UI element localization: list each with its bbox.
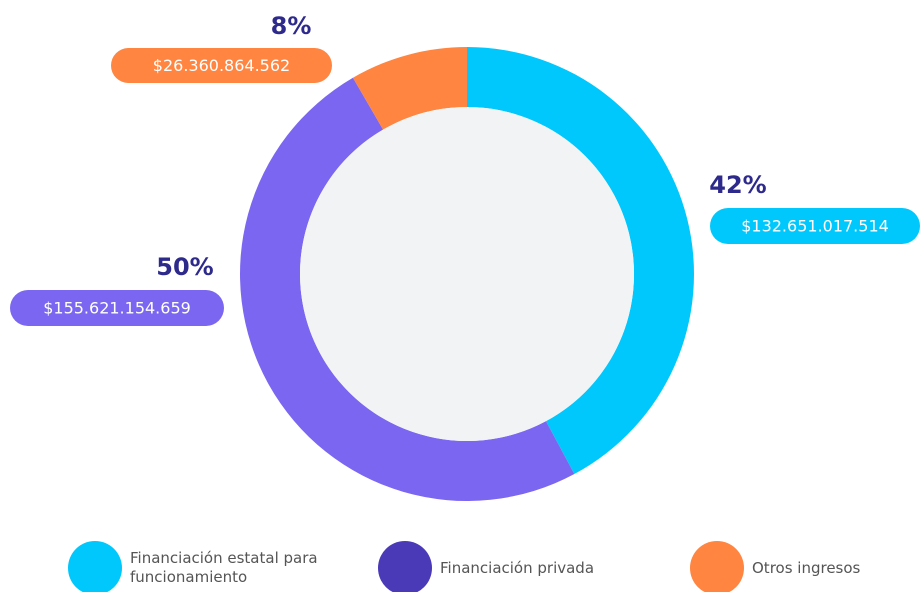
legend-label: Otros ingresos xyxy=(752,558,861,577)
amount-pill xyxy=(710,208,920,244)
percent-label: 42% xyxy=(709,171,766,199)
donut-center xyxy=(300,107,634,441)
legend-item: Financiación estatal para funcionamiento xyxy=(68,541,330,592)
donut-slice xyxy=(352,47,467,130)
percent-label: 50% xyxy=(156,253,213,281)
legend-swatch xyxy=(690,541,744,592)
donut-slice xyxy=(239,77,575,502)
percent-label: 8% xyxy=(271,12,312,40)
amount-pill xyxy=(111,48,332,83)
legend-swatch xyxy=(68,541,122,592)
legend-item: Financiación privada xyxy=(378,541,594,592)
amount-label: $132.651.017.514 xyxy=(741,217,889,236)
legend-swatch xyxy=(378,541,432,592)
amount-label: $26.360.864.562 xyxy=(153,56,290,75)
donut-slice xyxy=(467,47,695,475)
legend-item: Otros ingresos xyxy=(690,541,860,592)
amount-pill xyxy=(10,290,224,326)
legend-label: Financiación privada xyxy=(440,558,595,577)
amount-label: $155.621.154.659 xyxy=(43,299,191,318)
legend-label: Financiación estatal para funcionamiento xyxy=(130,549,318,586)
